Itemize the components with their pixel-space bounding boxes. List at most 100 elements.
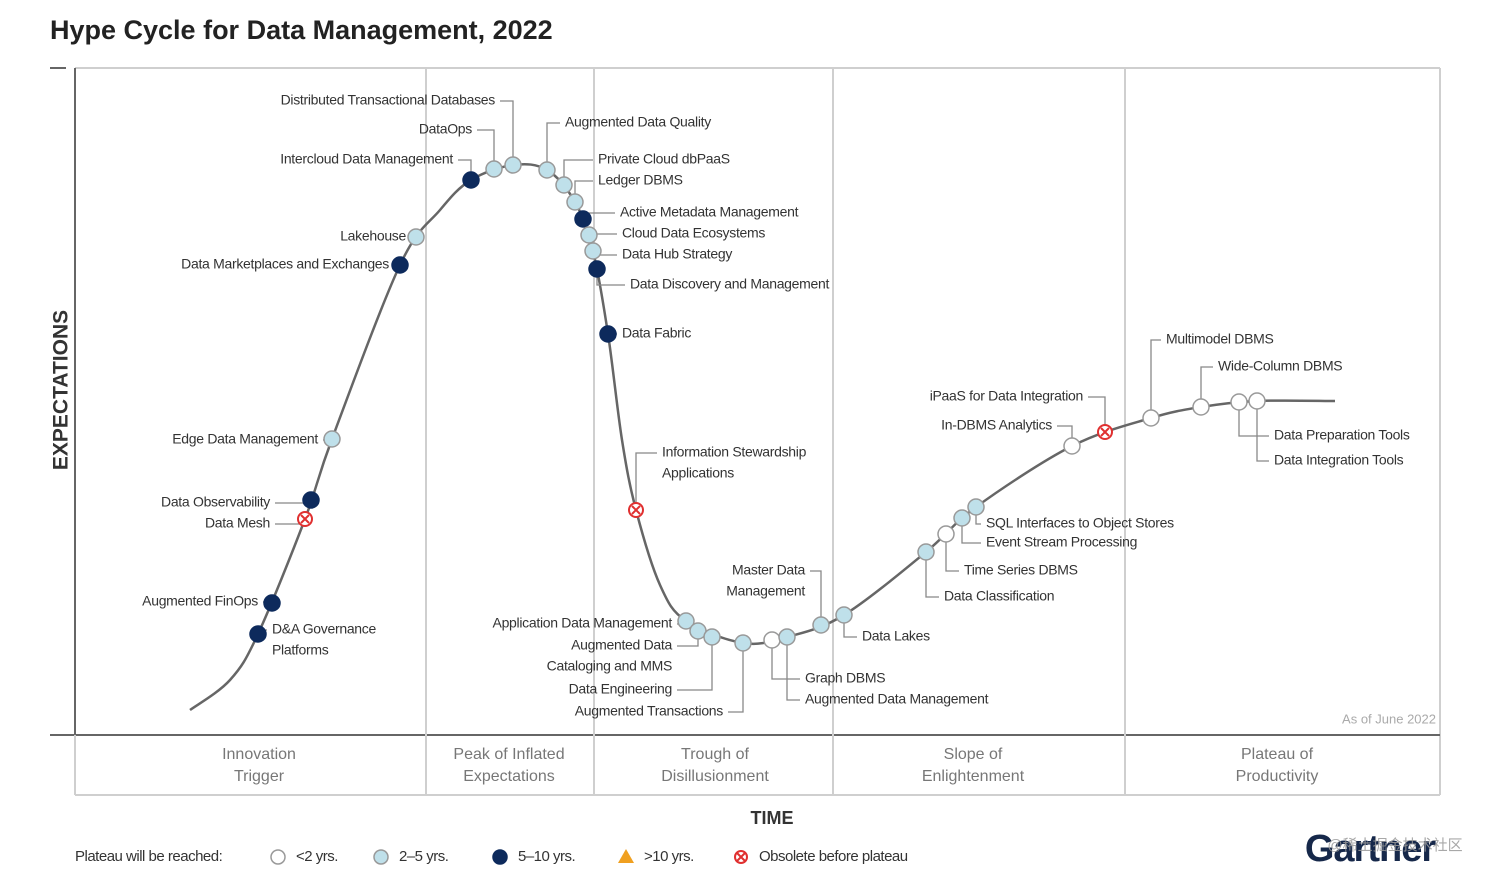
- marker-x: [300, 514, 310, 524]
- tech-label: Data Fabric: [622, 325, 691, 341]
- tech-label: Data Classification: [944, 588, 1054, 604]
- logo: Gartner: [1305, 828, 1436, 870]
- leader-line: [945, 534, 959, 572]
- tech-label: Master Data: [732, 562, 805, 578]
- marker: [555, 176, 573, 194]
- leader-line: [1238, 402, 1269, 437]
- marker: [734, 634, 752, 652]
- tech-label: Intercloud Data Management: [280, 151, 453, 167]
- marker: [485, 160, 503, 178]
- phase-label: Productivity: [1236, 768, 1319, 785]
- tech-label: Data Mesh: [205, 515, 270, 531]
- marker: [967, 498, 985, 516]
- tech-label: Event Stream Processing: [986, 534, 1137, 550]
- marker: [270, 849, 286, 865]
- tech-label: Management: [726, 583, 805, 599]
- leaders: [257, 100, 1269, 713]
- leader-line: [925, 552, 939, 598]
- tech-label: Data Hub Strategy: [622, 246, 732, 262]
- leader-line: [546, 122, 560, 170]
- legend-label: >10 yrs.: [644, 848, 694, 865]
- legend: Plateau will be reached: <2 yrs. 2–5 yrs. 5…: [75, 848, 908, 865]
- leader-line: [500, 100, 514, 165]
- phase-label: Innovation: [222, 746, 296, 763]
- leader-line: [1256, 401, 1269, 462]
- marker: [599, 325, 617, 343]
- phase-label: Trigger: [234, 768, 285, 785]
- tech-label: Private Cloud dbPaaS: [598, 151, 730, 167]
- watermark: @稀土掘金技术社区: [1327, 837, 1462, 854]
- marker: [323, 430, 341, 448]
- marker: [1248, 392, 1266, 410]
- marker: [937, 525, 955, 543]
- phase-dividers: [425, 68, 1126, 795]
- marker: [574, 210, 592, 228]
- phase-label: Plateau of: [1241, 746, 1314, 763]
- marker: [566, 193, 584, 211]
- marker: [462, 171, 480, 189]
- marker: [763, 631, 781, 649]
- tech-label: Data Discovery and Management: [630, 276, 829, 292]
- tech-label: Edge Data Management: [172, 431, 318, 447]
- tech-label: Data Engineering: [569, 681, 672, 697]
- tech-label: In-DBMS Analytics: [941, 417, 1052, 433]
- legend-title: Plateau will be reached:: [75, 848, 222, 865]
- tech-label: Applications: [662, 465, 734, 481]
- marker: [953, 509, 971, 527]
- marker: [580, 226, 598, 244]
- tech-label: Wide-Column DBMS: [1218, 358, 1342, 374]
- legend-label: 2–5 yrs.: [399, 848, 448, 865]
- marker: [1142, 409, 1160, 427]
- title: Hype Cycle for Data Management, 2022: [50, 15, 553, 45]
- marker: [302, 491, 320, 509]
- marker: [778, 628, 796, 646]
- marker: [407, 228, 425, 246]
- marker: [835, 606, 853, 624]
- legend-label: Obsolete before plateau: [759, 848, 908, 865]
- tech-label: Augmented Data: [571, 637, 672, 653]
- tech-label: Platforms: [272, 642, 329, 658]
- marker: [677, 612, 695, 630]
- marker-x: [1100, 427, 1110, 437]
- marker: [249, 625, 267, 643]
- tech-label: Augmented FinOps: [142, 593, 258, 609]
- tech-label: Data Lakes: [862, 628, 930, 644]
- note: As of June 2022: [1342, 711, 1436, 726]
- leader-line: [728, 643, 744, 713]
- marker: [812, 616, 830, 634]
- marker: [373, 849, 389, 865]
- phase-label: Trough of: [681, 746, 749, 763]
- marker: [538, 161, 556, 179]
- phase-label: Disillusionment: [661, 768, 769, 785]
- tech-label: Information Stewardship: [662, 444, 807, 460]
- tech-label: Graph DBMS: [805, 670, 885, 686]
- marker: [263, 594, 281, 612]
- tech-label: Data Integration Tools: [1274, 452, 1404, 468]
- marker: [391, 256, 409, 274]
- marker: [1063, 437, 1081, 455]
- tech-label: DataOps: [419, 121, 472, 137]
- tech-label: iPaaS for Data Integration: [930, 388, 1083, 404]
- marker: [492, 849, 508, 865]
- marker-x: [736, 852, 746, 862]
- phase-label: Enlightenment: [922, 768, 1025, 785]
- tech-label: Application Data Management: [493, 615, 673, 631]
- marker: [917, 543, 935, 561]
- tech-label: Data Observability: [161, 494, 270, 510]
- leader-line: [1200, 366, 1213, 407]
- marker: [1230, 393, 1248, 411]
- leader-line: [1150, 339, 1161, 418]
- tech-label: SQL Interfaces to Object Stores: [986, 515, 1174, 531]
- markers: [249, 156, 1266, 652]
- tech-label: Cloud Data Ecosystems: [622, 225, 765, 241]
- marker-x: [631, 505, 641, 515]
- x-axis-label: TIME: [751, 808, 794, 828]
- tech-label: Data Preparation Tools: [1274, 427, 1410, 443]
- tech-label: Augmented Data Quality: [565, 114, 711, 130]
- tech-label: Augmented Transactions: [575, 703, 724, 719]
- tech-label: Augmented Data Management: [805, 691, 989, 707]
- marker: [504, 156, 522, 174]
- marker: [618, 849, 634, 863]
- phase-label: Slope of: [944, 746, 1003, 763]
